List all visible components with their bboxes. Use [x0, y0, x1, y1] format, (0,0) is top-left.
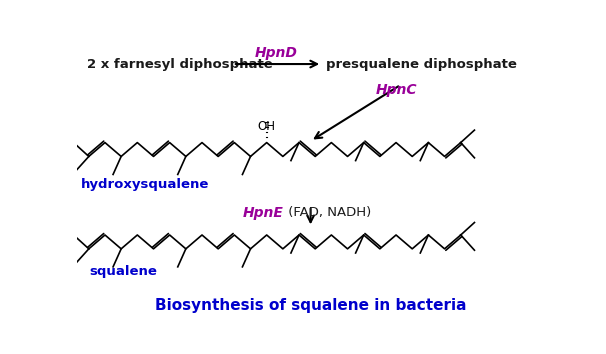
- Text: Biosynthesis of squalene in bacteria: Biosynthesis of squalene in bacteria: [155, 298, 467, 313]
- Text: presqualene diphosphate: presqualene diphosphate: [326, 58, 517, 70]
- Text: (FAD, NADH): (FAD, NADH): [284, 206, 371, 219]
- Text: OH: OH: [258, 120, 276, 133]
- Text: HpnD: HpnD: [255, 46, 298, 60]
- Text: HpnE: HpnE: [243, 206, 284, 220]
- Text: squalene: squalene: [90, 266, 158, 279]
- Text: HpnC: HpnC: [376, 83, 418, 97]
- Text: hydroxysqualene: hydroxysqualene: [81, 178, 209, 192]
- Text: 2 x farnesyl diphosphate: 2 x farnesyl diphosphate: [87, 58, 272, 70]
